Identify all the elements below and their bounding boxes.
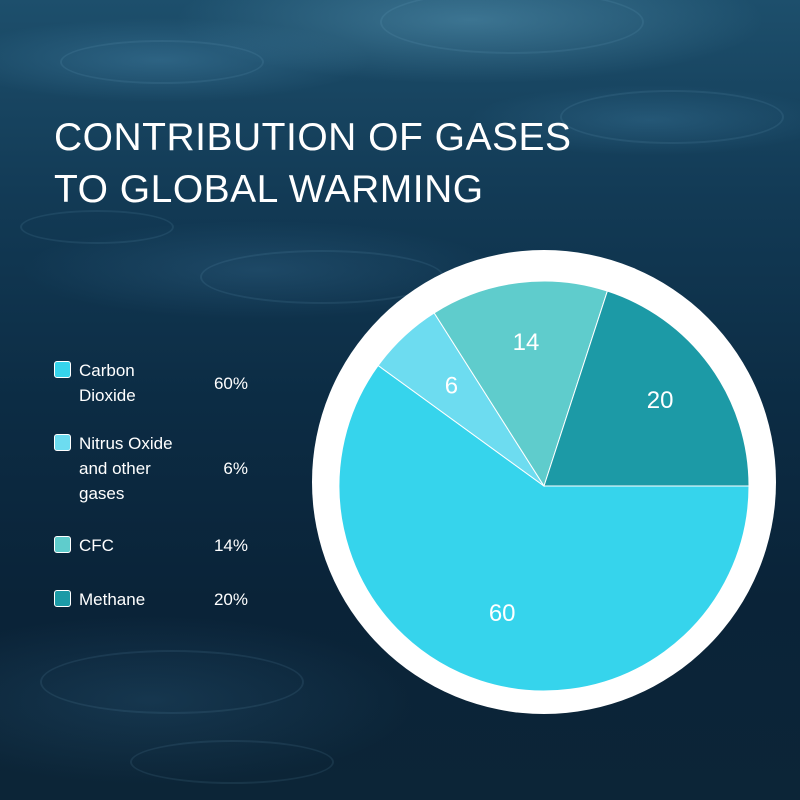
legend-label-line: Carbon [79,361,135,380]
legend-label-line: Methane [79,590,146,609]
legend-label-nitrus-oxide: Nitrus Oxide and other gases [79,431,197,506]
legend-label-cfc: CFC [79,533,197,558]
pie-chart: 60 6 14 20 [338,280,750,692]
legend-value-carbon-dioxide: 60% [213,374,248,393]
pie-chart-frame: 60 6 14 20 [312,250,776,714]
pie-slice-carbon-dioxide [338,364,750,692]
pie-slice-label-cfc: 14 [513,329,540,356]
pie-slice-label-methane: 20 [647,387,674,414]
chart-title-line-1: CONTRIBUTION OF GASES [54,116,572,159]
legend-label-line: Dioxide [79,386,136,405]
legend-item-methane: Methane 20% [54,587,254,617]
chart-title: CONTRIBUTION OF GASES TO GLOBAL WARMING [54,112,654,216]
legend-value-nitrus-oxide: 6% [223,459,248,478]
pie-slice-cfc [433,280,608,488]
legend-label-line: CFC [79,536,114,555]
chart-legend: Carbon Dioxide 60% Nitrus Oxide and othe… [54,358,254,617]
legend-item-carbon-dioxide: Carbon Dioxide 60% [54,358,254,431]
chart-title-line-2: TO GLOBAL WARMING [54,168,484,211]
legend-label-methane: Methane [79,587,197,612]
legend-label-line: gases [79,484,125,503]
legend-item-nitrus-oxide: Nitrus Oxide and other gases 6% [54,431,254,533]
legend-swatch-methane [54,590,71,607]
legend-label-carbon-dioxide: Carbon Dioxide [79,358,197,408]
pie-slice-label-carbon-dioxide: 60 [489,600,516,627]
legend-value-methane: 20% [213,590,248,609]
pie-slice-label-nitrus-oxide-and-other-gases: 6 [445,373,458,400]
legend-swatch-cfc [54,536,71,553]
legend-label-line: and other [79,459,151,478]
legend-label-line: Nitrus Oxide [79,434,173,453]
legend-value-cfc: 14% [213,536,248,555]
pie-slice-methane [543,290,750,487]
legend-swatch-nitrus-oxide [54,434,71,451]
legend-swatch-carbon-dioxide [54,361,71,378]
legend-item-cfc: CFC 14% [54,533,254,587]
